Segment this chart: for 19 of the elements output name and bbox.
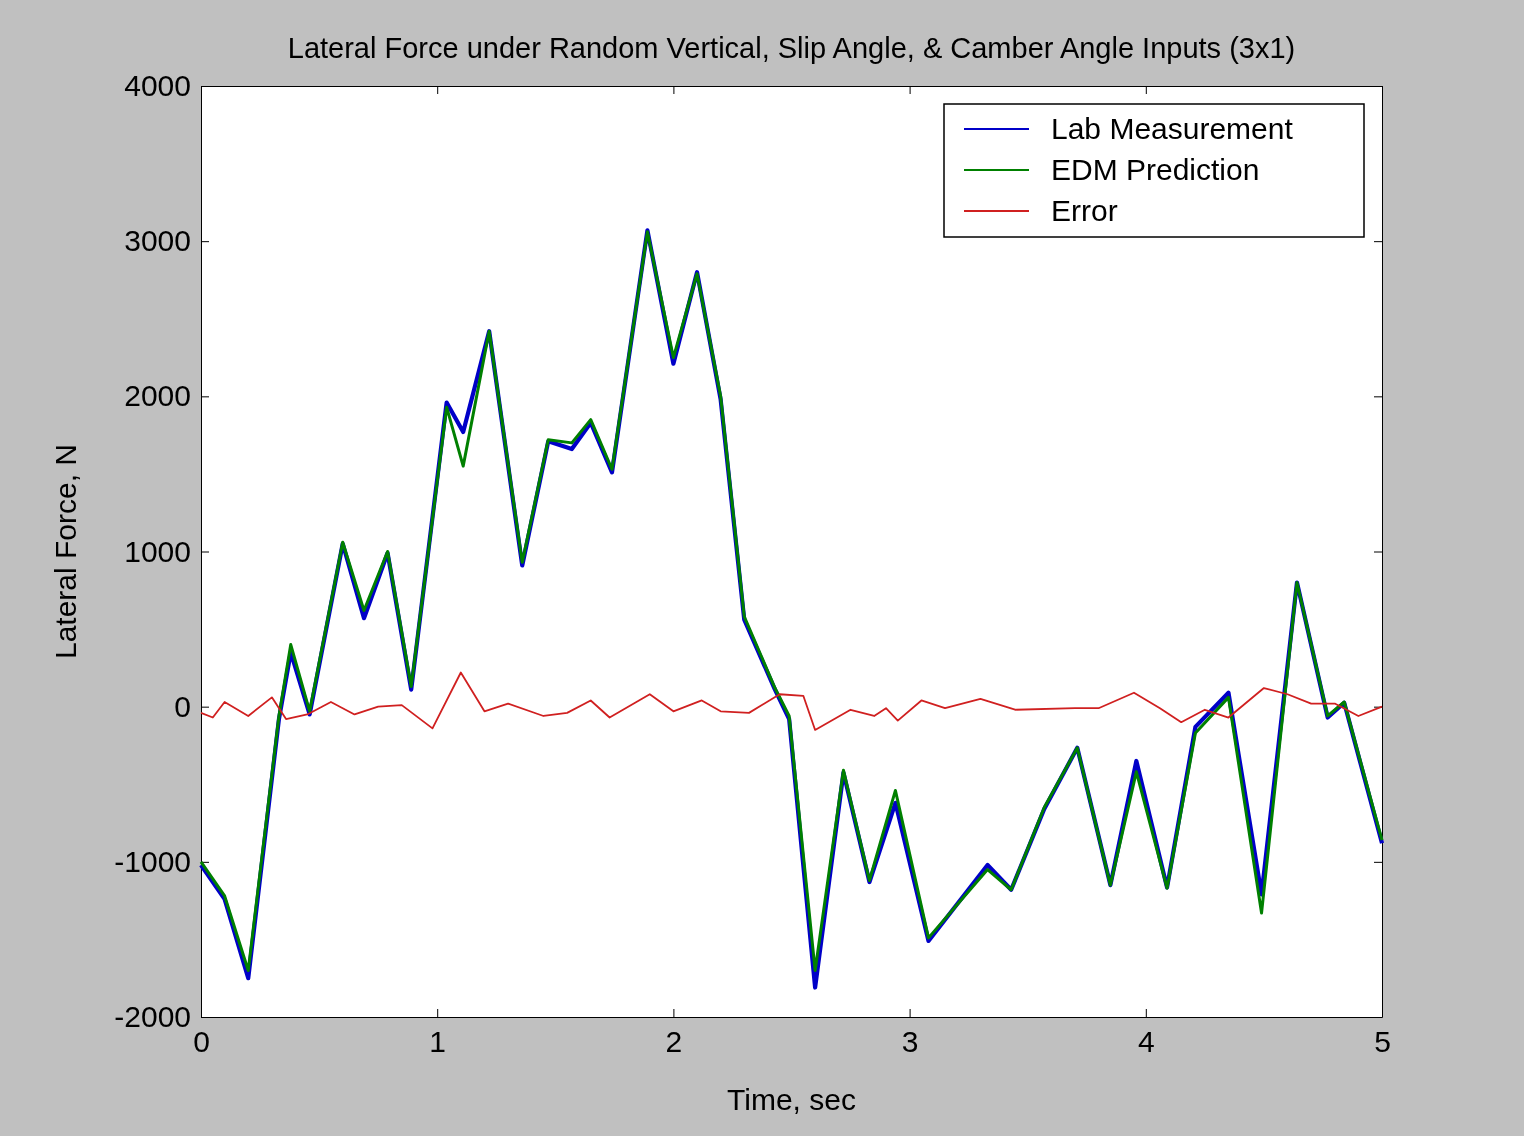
legend-label: Error (1051, 194, 1118, 227)
y-tick-label: 0 (174, 689, 191, 723)
x-tick-label: 1 (429, 1025, 447, 1059)
legend-label: EDM Prediction (1051, 153, 1260, 186)
x-tick-label: 5 (1374, 1025, 1391, 1059)
y-tick-label: -2000 (114, 1000, 191, 1034)
y-tick-label: 1000 (124, 534, 191, 568)
x-tick-label: 2 (665, 1025, 683, 1059)
line-series (200, 671, 1383, 731)
y-tick-label: 3000 (124, 224, 191, 258)
y-axis-title: Lateral Force, N (49, 443, 82, 660)
x-tick-label: 4 (1137, 1025, 1155, 1059)
y-tick-label: -1000 (114, 844, 191, 878)
legend-label: Lab Measurement (1051, 112, 1294, 145)
y-tick-label: 4000 (124, 69, 191, 103)
y-tick-label: 2000 (124, 379, 191, 413)
x-axis-title: Time, sec (727, 1083, 856, 1116)
x-tick-label: 3 (901, 1025, 919, 1059)
chart-title: Lateral Force under Random Vertical, Slip Angle, & Camber Angle Inputs (3x1) (287, 32, 1296, 64)
